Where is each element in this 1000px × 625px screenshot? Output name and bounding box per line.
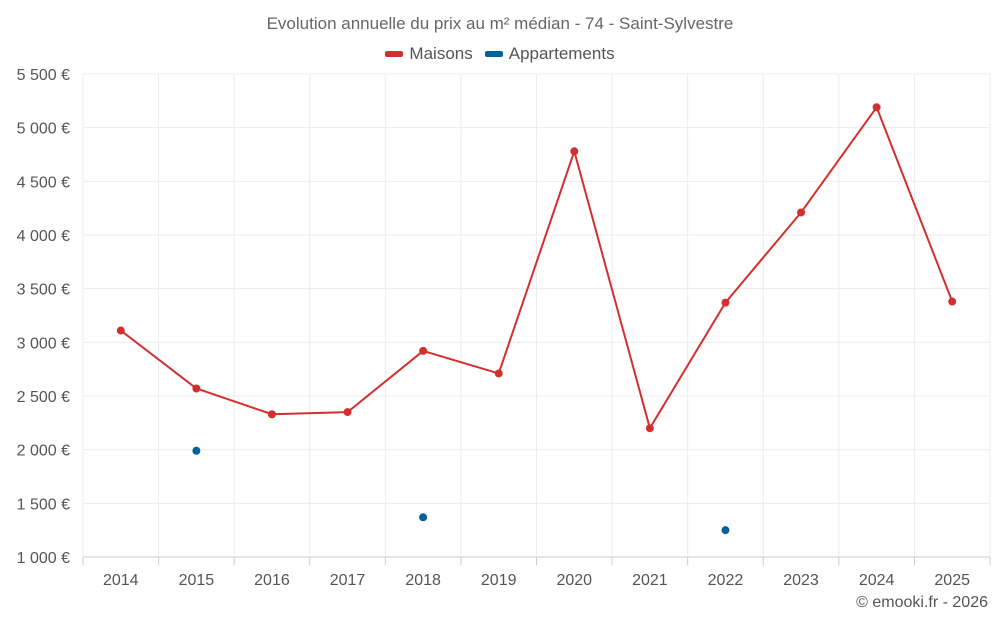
data-point-maisons bbox=[192, 384, 201, 393]
data-point-maisons bbox=[948, 297, 957, 306]
y-tick-label: 1 500 € bbox=[17, 496, 70, 513]
data-point-maisons bbox=[419, 346, 428, 355]
data-point-appartementss bbox=[419, 513, 428, 522]
x-tick-label: 2017 bbox=[330, 572, 366, 589]
data-point-maisons bbox=[116, 326, 125, 335]
x-tick-label: 2018 bbox=[405, 572, 441, 589]
y-tick-label: 2 000 € bbox=[17, 443, 70, 460]
x-tick-label: 2016 bbox=[254, 572, 290, 589]
legend-item-appartements[interactable]: Appartements bbox=[484, 44, 615, 64]
data-point-maisons bbox=[721, 298, 730, 307]
y-tick-label: 4 500 € bbox=[17, 174, 70, 191]
x-tick-label: 2022 bbox=[708, 572, 744, 589]
x-tick-label: 2014 bbox=[103, 572, 139, 589]
chart-legend: Maisons Appartements bbox=[0, 44, 1000, 64]
data-point-appartementss bbox=[192, 446, 201, 455]
data-point-maisons bbox=[645, 424, 654, 433]
data-point-maisons bbox=[570, 147, 579, 156]
y-tick-label: 1 000 € bbox=[17, 550, 70, 567]
data-point-maisons bbox=[343, 408, 352, 417]
y-tick-label: 4 000 € bbox=[17, 228, 70, 245]
x-tick-label: 2025 bbox=[934, 572, 970, 589]
x-tick-label: 2021 bbox=[632, 572, 668, 589]
legend-label-maisons: Maisons bbox=[409, 44, 473, 63]
y-tick-label: 5 500 € bbox=[17, 67, 70, 84]
chart-title: Evolution annuelle du prix au m² médian … bbox=[266, 14, 734, 33]
y-tick-label: 2 500 € bbox=[17, 389, 70, 406]
y-tick-label: 3 000 € bbox=[17, 335, 70, 352]
y-tick-label: 3 500 € bbox=[17, 282, 70, 299]
data-point-maisons bbox=[872, 103, 881, 112]
x-tick-label: 2019 bbox=[481, 572, 517, 589]
data-point-maisons bbox=[797, 208, 806, 217]
data-point-maisons bbox=[267, 410, 276, 419]
data-point-appartementss bbox=[721, 526, 730, 535]
y-tick-label: 5 000 € bbox=[17, 121, 70, 138]
x-tick-label: 2015 bbox=[179, 572, 215, 589]
legend-label-appartements: Appartements bbox=[508, 44, 615, 63]
series-line-maisons bbox=[120, 106, 954, 430]
x-tick-label: 2020 bbox=[556, 572, 592, 589]
data-point-maisons bbox=[494, 369, 503, 378]
legend-swatch-appartements bbox=[484, 51, 503, 57]
x-tick-label: 2024 bbox=[859, 572, 895, 589]
footer-credit: © emooki.fr - 2026 bbox=[856, 594, 988, 611]
x-tick-label: 2023 bbox=[783, 572, 819, 589]
legend-item-maisons[interactable]: Maisons bbox=[385, 44, 473, 64]
legend-swatch-maisons bbox=[385, 51, 404, 57]
